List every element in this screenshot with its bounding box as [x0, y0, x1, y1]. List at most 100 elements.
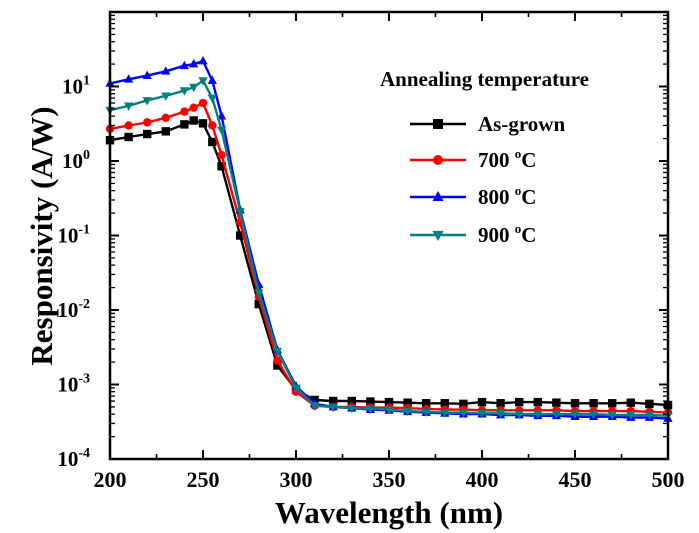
- data-point-1-16: [347, 396, 356, 406]
- data-point-4-23: [477, 409, 487, 419]
- data-point-2-2: [124, 121, 133, 130]
- series-line-3: [109, 59, 669, 420]
- data-point-4-4: [161, 92, 171, 101]
- data-point-4-15: [328, 403, 338, 412]
- data-point-1-24: [496, 399, 505, 408]
- data-point-2-9: [217, 150, 226, 160]
- data-point-4-25: [514, 410, 524, 420]
- x-axis-title: Wavelength (nm): [275, 495, 503, 530]
- series-2: [105, 98, 673, 417]
- data-point-1-20: [422, 399, 431, 408]
- data-point-2-3: [143, 118, 152, 127]
- data-point-4-3: [142, 97, 152, 106]
- legend-label-3: 800 oC: [478, 183, 536, 209]
- legend-marker-4: [432, 231, 444, 241]
- legend-entry-1: As-grown: [410, 112, 565, 136]
- data-point-2-5: [180, 107, 189, 116]
- data-point-4-19: [402, 407, 413, 417]
- data-point-4-6: [189, 83, 199, 93]
- data-point-4-20: [421, 408, 431, 417]
- legend-marker-1: [433, 119, 443, 129]
- data-point-4-5: [179, 87, 190, 96]
- data-point-2-12: [273, 356, 282, 365]
- data-point-3-7: [198, 55, 208, 65]
- x-tick-label-5: 400: [466, 467, 499, 492]
- data-point-4-30: [607, 411, 617, 421]
- data-point-1-3: [143, 129, 152, 139]
- data-point-4-8: [207, 94, 217, 104]
- data-point-4-32: [644, 411, 655, 421]
- legend-entry-4: 900 oC: [410, 221, 536, 247]
- legend: Annealing temperature As-grown 700 oC 800 …: [380, 67, 589, 247]
- data-point-1-5: [180, 120, 189, 129]
- data-point-4-14: [309, 402, 320, 411]
- data-point-1-15: [329, 396, 338, 406]
- series-3: [105, 55, 673, 422]
- data-point-1-4: [161, 127, 170, 136]
- x-tick-label-2: 250: [187, 467, 220, 492]
- legend-entries: As-grown 700 oC 800 oC 900 oC: [410, 112, 565, 247]
- data-point-4-10: [235, 208, 245, 217]
- data-point-4-11: [254, 289, 264, 298]
- data-point-1-19: [403, 398, 412, 407]
- data-point-4-2: [123, 102, 134, 111]
- data-point-1-10: [236, 231, 245, 240]
- data-point-4-31: [626, 411, 636, 421]
- x-tick-label-4: 350: [373, 467, 406, 492]
- x-tick-label-1: 200: [94, 467, 127, 492]
- data-point-4-9: [216, 126, 227, 136]
- data-point-1-18: [384, 397, 394, 407]
- ticks-layer: [109, 12, 669, 460]
- y-tick-label-6: 101: [62, 74, 90, 99]
- data-point-1-22: [459, 399, 468, 409]
- series-layer: [105, 55, 673, 422]
- data-point-1-28: [570, 399, 580, 408]
- x-tick-label-7: 500: [652, 467, 685, 492]
- data-point-1-8: [208, 137, 217, 147]
- data-point-3-5: [179, 60, 190, 70]
- legend-label-2: 700 oC: [478, 146, 536, 172]
- data-point-3-9: [216, 111, 227, 120]
- data-point-1-7: [198, 119, 208, 128]
- data-point-2-8: [208, 121, 217, 130]
- data-point-2-6: [189, 103, 198, 112]
- series-line-2: [109, 101, 669, 414]
- data-point-1-23: [477, 397, 487, 407]
- tick-labels-layer: 200 250 300 350 400 450 500 10-4 10-3 10-2 10-1 100…: [57, 74, 684, 493]
- data-point-3-6: [189, 59, 199, 68]
- data-point-1-32: [645, 399, 654, 409]
- data-point-3-2: [123, 74, 134, 83]
- legend-entry-3: 800 oC: [410, 183, 536, 209]
- data-point-4-28: [570, 410, 580, 420]
- data-point-3-4: [161, 66, 171, 75]
- legend-label-4: 900 oC: [478, 221, 536, 247]
- legend-entry-2: 700 oC: [410, 146, 536, 172]
- data-point-2-4: [161, 113, 170, 123]
- data-point-4-16: [347, 404, 357, 414]
- data-point-4-13: [291, 384, 301, 393]
- legend-marker-3: [432, 191, 444, 201]
- legend-label-1: As-grown: [478, 112, 565, 136]
- data-point-4-17: [365, 405, 376, 414]
- series-line-1: [109, 119, 669, 407]
- data-point-1-29: [589, 399, 598, 408]
- data-point-1-6: [189, 116, 198, 125]
- data-point-4-29: [588, 410, 599, 420]
- data-point-4-26: [533, 410, 543, 420]
- data-point-1-25: [515, 397, 524, 407]
- series-1: [105, 116, 673, 410]
- data-point-3-8: [207, 75, 217, 84]
- data-point-4-18: [384, 406, 394, 415]
- data-point-4-12: [272, 347, 283, 357]
- y-tick-label-2: 10-3: [57, 372, 90, 397]
- data-point-4-22: [458, 409, 469, 418]
- data-point-3-3: [142, 70, 152, 79]
- data-point-1-12: [273, 361, 282, 370]
- y-tick-label-5: 100: [62, 148, 90, 173]
- data-point-4-7: [198, 77, 208, 86]
- y-tick-label-3: 10-2: [57, 297, 90, 322]
- data-point-4-24: [495, 409, 506, 419]
- data-point-1-27: [552, 398, 561, 407]
- series-4: [105, 77, 673, 421]
